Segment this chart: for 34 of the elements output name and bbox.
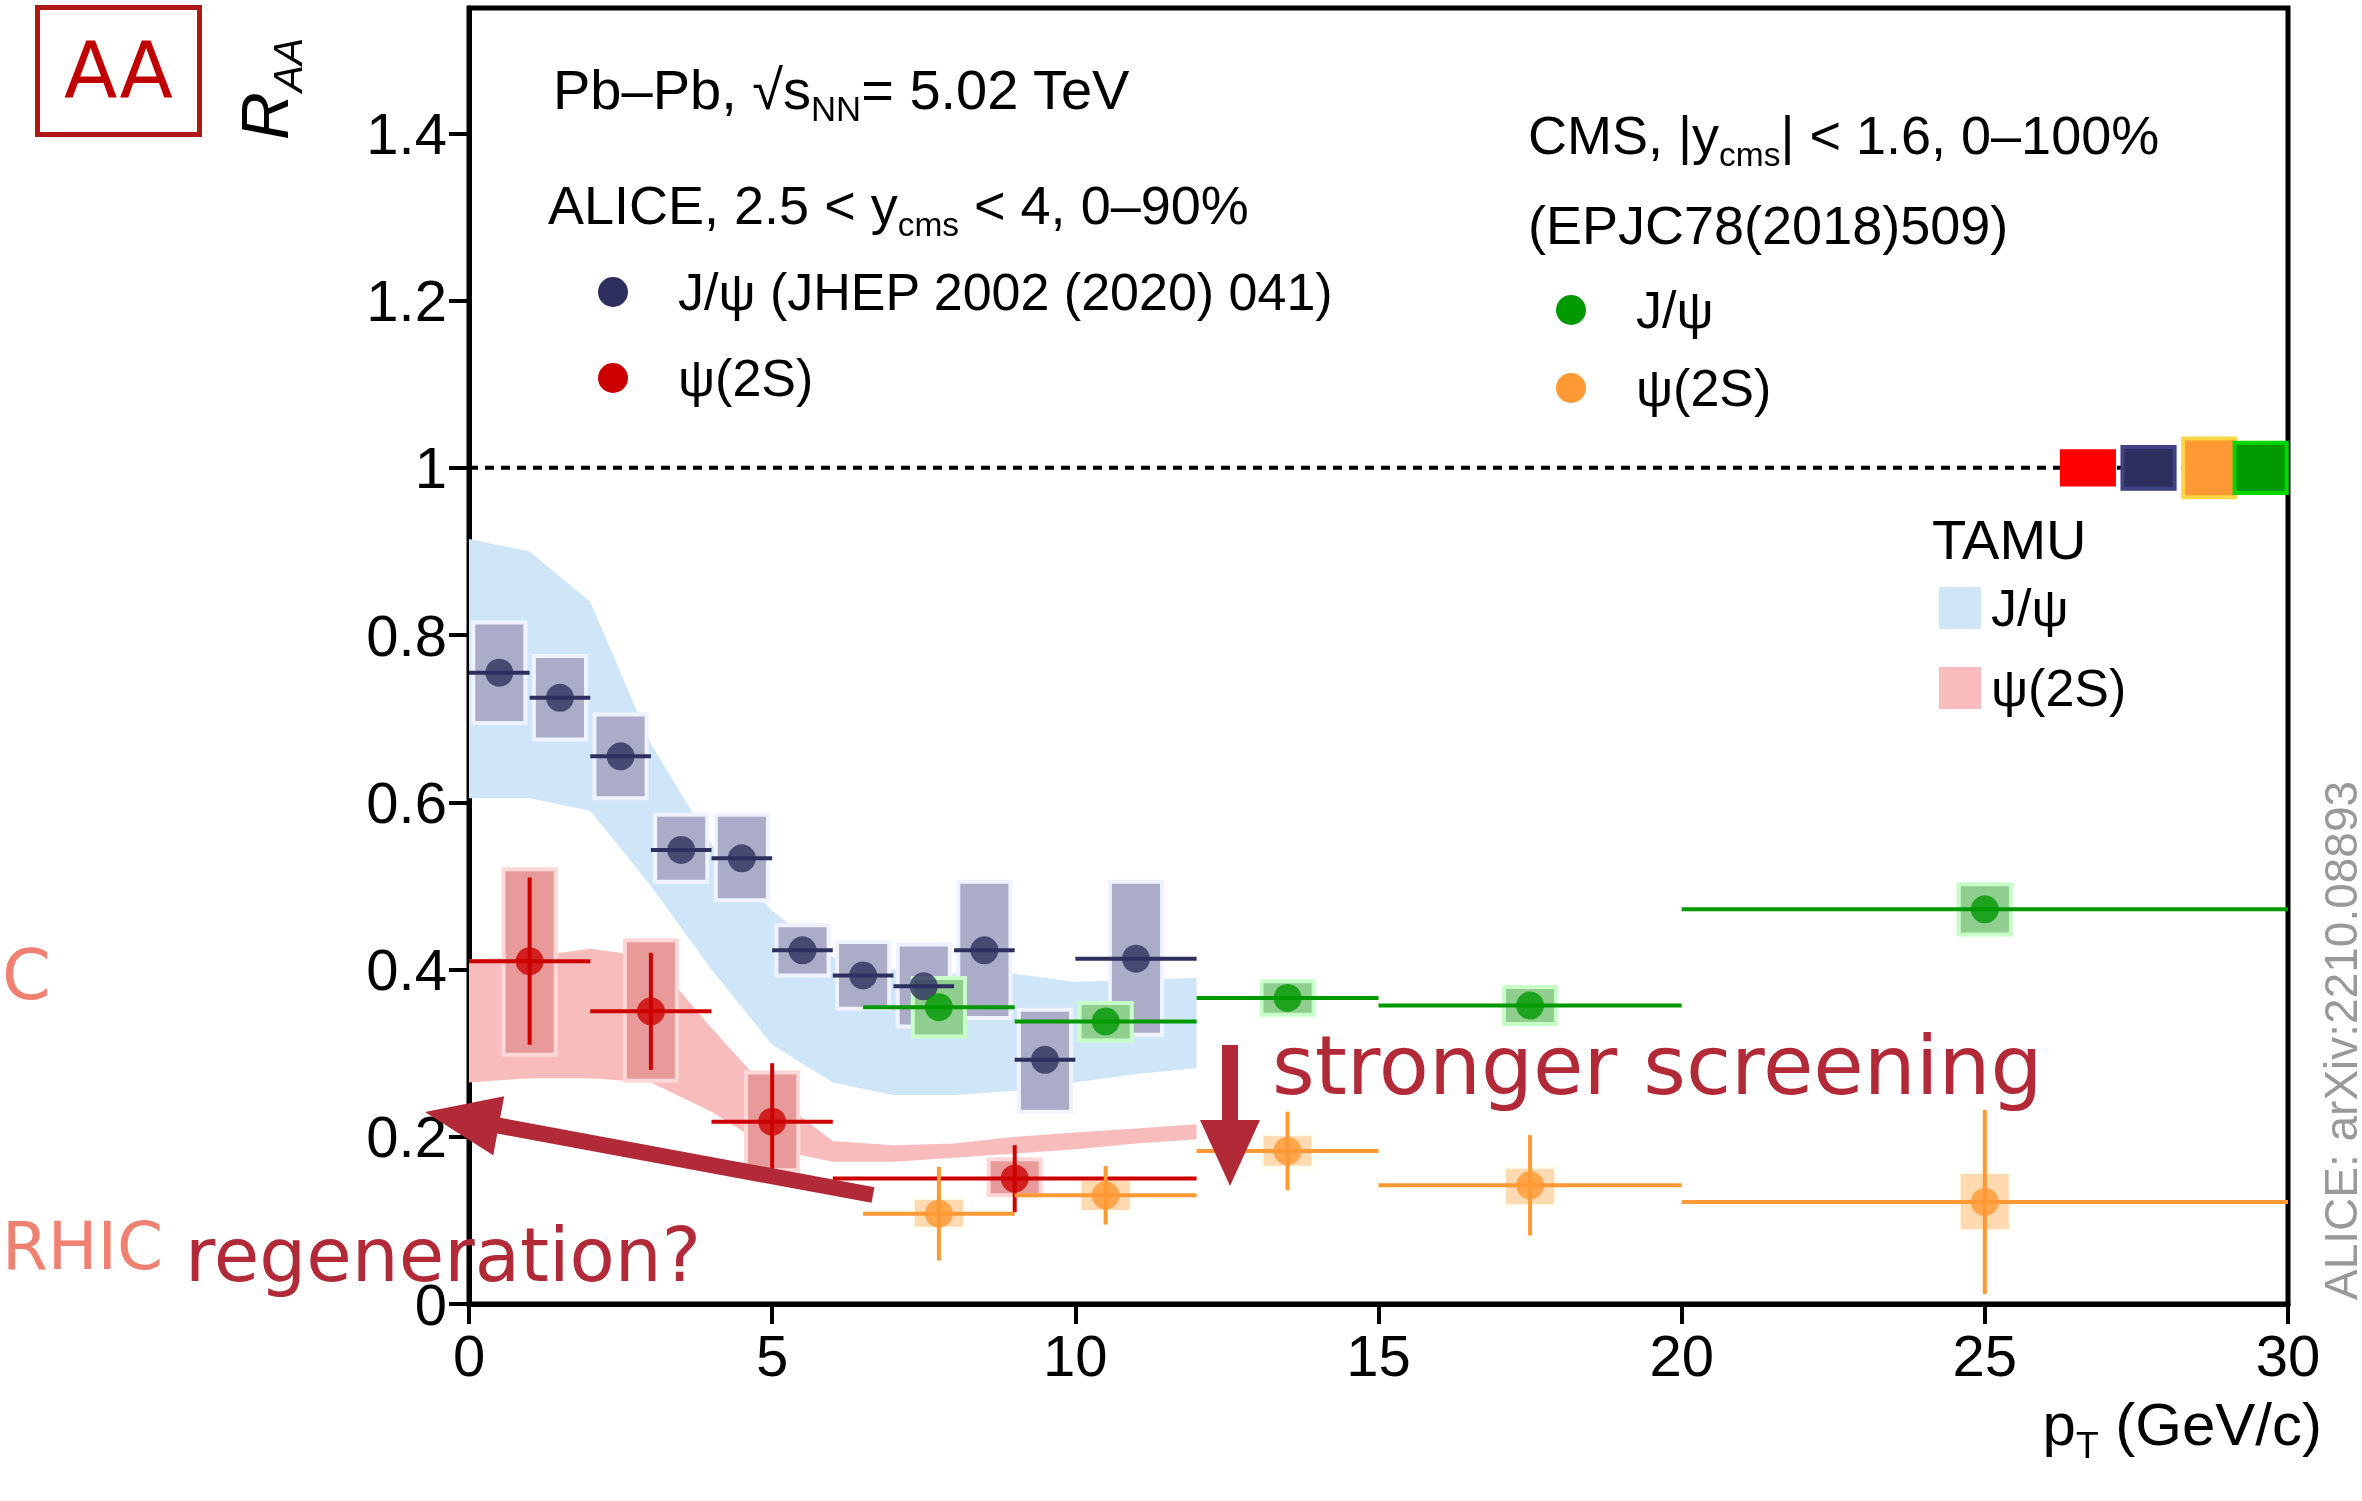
- x-tick-label: 25: [1952, 1322, 2018, 1388]
- legend-label: ψ(2S): [678, 348, 814, 408]
- y-tick-label: 1: [414, 435, 447, 501]
- text: AA: [35, 5, 202, 137]
- point: [970, 936, 999, 965]
- annotation: TAMU: [1932, 508, 2087, 571]
- y-tick-label: 0.8: [366, 602, 447, 668]
- text: C: [2, 934, 51, 1016]
- x-tick-label: 20: [1649, 1322, 1714, 1388]
- text: ALICE: arXiv:2210.08893: [2315, 780, 2362, 1300]
- y-tick-label: 0.6: [366, 769, 447, 835]
- legend-label: J/ψ: [1991, 578, 2069, 638]
- legend-label: ψ(2S): [1991, 658, 2127, 718]
- y-tick-label: 1.4: [366, 100, 447, 166]
- x-tick-label: 15: [1346, 1322, 1411, 1388]
- legend-label: J/ψ: [1636, 280, 1714, 340]
- y-tick-label: 0.4: [366, 937, 447, 1003]
- y-tick-label: 1.2: [366, 268, 447, 334]
- point: [636, 997, 665, 1026]
- text: RHIC: [2, 1208, 164, 1285]
- point: [515, 947, 544, 976]
- annotation: CMS, |y$_{cms}$| < 1.6, 0–100%: [1528, 105, 2160, 173]
- y-tick-label: 0.2: [366, 1104, 447, 1170]
- x-tick-label: 30: [2255, 1322, 2321, 1388]
- point: [1122, 944, 1150, 973]
- legend-label: ψ(2S): [1636, 358, 1772, 418]
- annotation: (EPJC78(2018)509): [1528, 195, 2009, 255]
- annotation: Pb–Pb, √s$_{NN}$= 5.02 TeV: [553, 58, 1130, 129]
- annotation: ALICE, 2.5 < y$_{cms}$ < 4, 0–90%: [548, 175, 1249, 243]
- x-tick-label: 10: [1043, 1322, 1108, 1388]
- annotation: stronger screening: [1272, 1018, 2043, 1113]
- x-axis-title: p$_{T}$ (GeV/c): [2042, 1391, 2322, 1467]
- x-tick-label: 5: [756, 1322, 789, 1388]
- legend-label: J/ψ (JHEP 2002 (2020) 041): [678, 262, 1333, 322]
